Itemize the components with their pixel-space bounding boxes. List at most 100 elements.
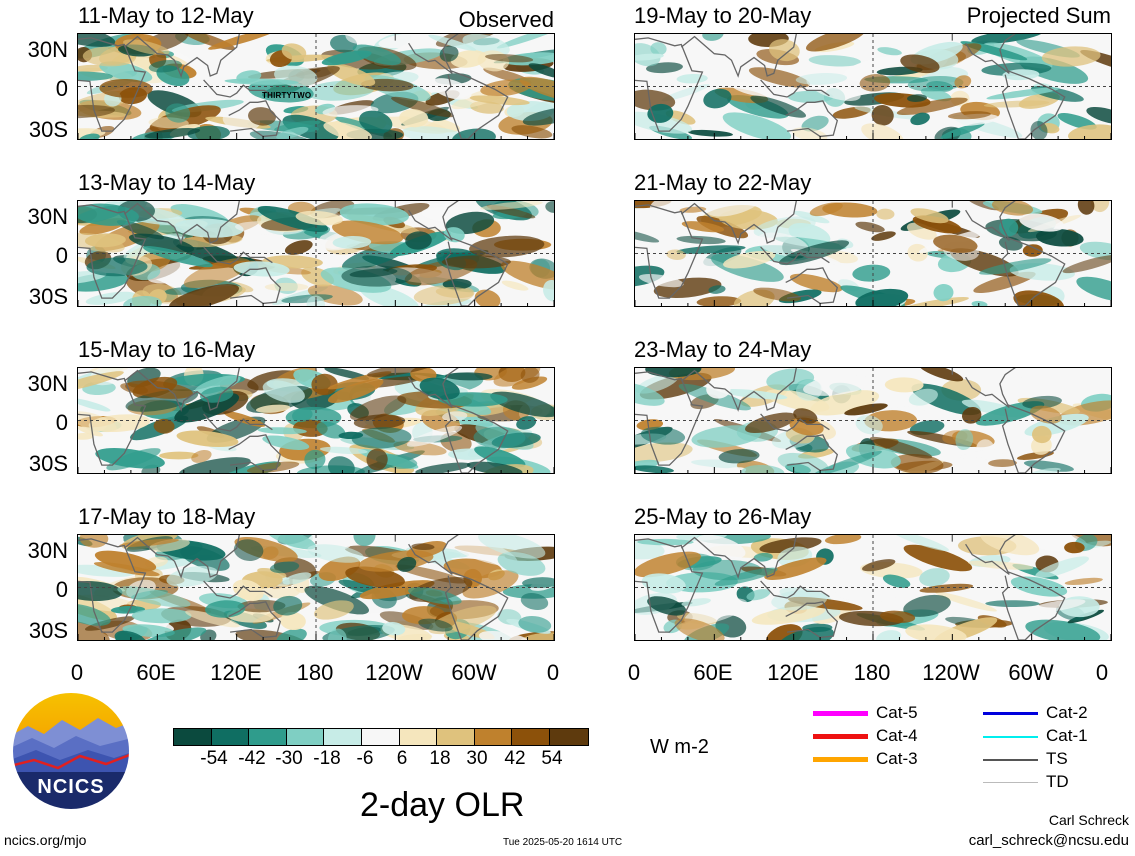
olr-anomaly-blob	[159, 451, 199, 460]
olr-anomaly-blob	[855, 415, 883, 435]
lon-label-0: 0	[627, 660, 641, 685]
coastline	[123, 368, 240, 412]
olr-anomaly-blob	[661, 84, 710, 102]
olr-anomaly-blob	[462, 570, 519, 599]
olr-anomaly-blob	[84, 233, 126, 248]
olr-field	[635, 34, 1111, 139]
olr-anomaly-blob	[502, 584, 554, 599]
olr-field	[635, 368, 1111, 473]
olr-anomaly-blob	[876, 208, 895, 220]
panel-title-proj-1: 19-May to 20-May	[634, 3, 812, 28]
legend-label: Cat-2	[1046, 703, 1088, 722]
olr-anomaly-blob	[1022, 395, 1062, 409]
lat-label-30s: 30S	[28, 451, 68, 476]
legend-label: Cat-5	[876, 703, 918, 722]
olr-anomaly-blob	[998, 236, 1023, 251]
olr-anomaly-blob	[746, 589, 771, 601]
olr-anomaly-blob	[257, 427, 307, 435]
olr-anomaly-blob	[478, 630, 532, 640]
olr-anomaly-blob	[1032, 425, 1052, 444]
olr-anomaly-blob	[691, 425, 762, 448]
olr-anomaly-blob	[474, 446, 526, 468]
olr-anomaly-blob	[696, 535, 746, 559]
olr-anomaly-blob	[353, 535, 376, 547]
olr-anomaly-blob	[415, 462, 471, 473]
ncics-logo: NCICS	[10, 690, 132, 812]
footer-url[interactable]: ncics.org/mjo	[4, 832, 87, 848]
olr-anomaly-blob	[257, 567, 287, 579]
olr-anomaly-blob	[1029, 405, 1062, 424]
coastline	[680, 535, 797, 579]
coastline	[203, 79, 273, 98]
coastline	[203, 413, 273, 432]
olr-anomaly-blob	[327, 628, 347, 640]
olr-anomaly-blob	[635, 53, 664, 61]
lat-label-30n: 30N	[27, 204, 68, 229]
olr-anomaly-blob	[703, 88, 732, 109]
olr-anomaly-blob	[753, 552, 773, 562]
colorbar-tick: 6	[396, 748, 408, 769]
olr-anomaly-blob	[178, 457, 251, 473]
olr-anomaly-blob	[442, 278, 472, 290]
olr-map-obs-3	[77, 367, 555, 474]
olr-anomaly-blob	[714, 567, 778, 586]
olr-anomaly-blob	[382, 622, 406, 636]
olr-anomaly-blob	[276, 628, 307, 640]
olr-anomaly-blob	[771, 590, 828, 611]
olr-field	[78, 201, 554, 306]
olr-anomaly-blob	[896, 97, 968, 115]
olr-anomaly-blob	[635, 381, 665, 406]
legend-label: TS	[1046, 749, 1068, 768]
lon-label-120w: 120W	[922, 660, 980, 685]
olr-anomaly-blob	[78, 411, 117, 433]
olr-anomaly-blob	[882, 574, 911, 588]
coastline	[203, 246, 273, 265]
colorbar-cell	[211, 729, 250, 745]
lat-label-eq: 0	[55, 577, 68, 602]
olr-anomaly-blob	[148, 59, 183, 73]
olr-anomaly-blob	[496, 34, 554, 49]
olr-anomaly-blob	[708, 285, 726, 294]
olr-anomaly-blob	[706, 201, 763, 217]
olr-anomaly-blob	[193, 78, 220, 98]
olr-anomaly-blob	[307, 544, 364, 563]
olr-anomaly-blob	[718, 449, 760, 464]
legend-swatch	[813, 734, 868, 739]
footer-email[interactable]: carl_schreck@ncsu.edu	[968, 832, 1129, 849]
olr-anomaly-blob	[430, 78, 472, 100]
olr-anomaly-blob	[478, 535, 546, 559]
coastline	[760, 413, 830, 432]
coastline	[394, 201, 459, 241]
olr-map-proj-3	[634, 367, 1112, 474]
lon-label-120w: 120W	[365, 660, 423, 685]
colorbar-tick: -54	[200, 748, 228, 769]
olr-anomaly-blob	[777, 626, 834, 640]
colorbar-cell	[286, 729, 325, 745]
olr-anomaly-blob	[980, 535, 1040, 556]
olr-anomaly-blob	[235, 629, 306, 640]
olr-anomaly-blob	[349, 395, 407, 421]
legend-swatch	[813, 711, 868, 716]
coastline	[228, 434, 282, 472]
coastline	[1001, 404, 1066, 473]
olr-anomaly-blob	[979, 258, 1052, 275]
olr-map-obs-2	[77, 200, 555, 307]
coastline	[785, 267, 839, 305]
olr-anomaly-blob	[269, 561, 300, 574]
olr-anomaly-blob	[824, 535, 862, 545]
olr-anomaly-blob	[862, 559, 896, 572]
olr-anomaly-blob	[1019, 213, 1065, 232]
olr-anomaly-blob	[79, 535, 109, 548]
olr-anomaly-blob	[313, 600, 354, 620]
panel-title-obs-1: 11-May to 12-May	[78, 3, 254, 28]
olr-anomaly-blob	[684, 598, 748, 626]
olr-anomaly-blob	[401, 126, 467, 139]
olr-anomaly-blob	[910, 112, 930, 126]
olr-anomaly-blob	[971, 300, 988, 306]
coastline	[78, 204, 147, 299]
olr-anomaly-blob	[183, 258, 251, 289]
olr-anomaly-blob	[638, 273, 684, 288]
olr-anomaly-blob	[745, 412, 797, 434]
olr-anomaly-blob	[753, 216, 816, 238]
olr-anomaly-blob	[480, 201, 543, 210]
